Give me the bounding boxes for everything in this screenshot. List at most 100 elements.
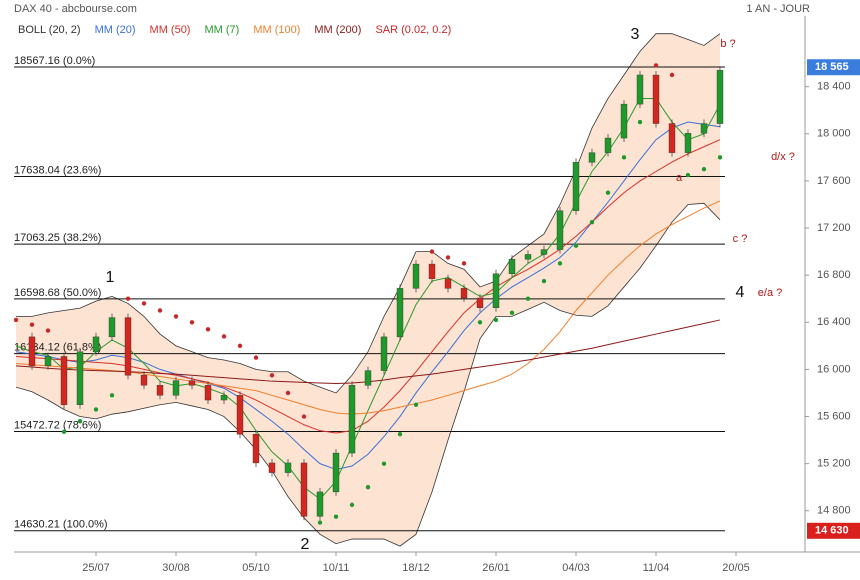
sar-dot	[685, 172, 691, 178]
price-bar	[540, 249, 548, 255]
bollinger-fill	[16, 33, 720, 547]
price-bar	[284, 462, 292, 473]
y-tick-label: 16 800	[817, 269, 851, 281]
x-tick-label: 04/03	[562, 562, 590, 574]
price-bar	[620, 103, 628, 139]
sar-dot	[525, 296, 531, 301]
sar-dot	[541, 278, 547, 284]
sar-dot	[61, 429, 67, 435]
legend-entry: MM (7)	[204, 24, 239, 36]
sar-dot	[237, 343, 243, 349]
price-bar	[60, 356, 68, 405]
sar-dot	[93, 407, 99, 412]
sar-dot	[653, 63, 659, 68]
legend-entry: MM (200)	[314, 24, 361, 36]
sar-dot	[701, 166, 707, 172]
price-bar	[508, 259, 516, 274]
fib-label: 17638.04 (23.6%)	[14, 164, 101, 176]
price-bar	[684, 133, 692, 153]
sar-dot	[29, 322, 35, 327]
sar-dot	[141, 301, 147, 306]
sar-dot	[589, 219, 595, 225]
legend-entry: MM (50)	[150, 24, 191, 36]
period: 1 AN - JOUR	[746, 3, 810, 15]
sar-dot	[669, 72, 675, 78]
price-bar	[604, 137, 612, 153]
price-bar	[396, 288, 404, 338]
sar-dot	[205, 327, 211, 332]
x-tick-label: 11/04	[643, 562, 670, 574]
wave-label: 4	[736, 284, 745, 301]
moving-average	[15, 121, 721, 471]
price-bar	[44, 356, 52, 367]
price-bar	[700, 123, 708, 134]
price-bar	[428, 263, 436, 279]
sar-dot	[445, 255, 451, 260]
price-bar	[380, 336, 388, 371]
x-tick-label: 20/05	[722, 562, 750, 574]
price-bar	[348, 385, 356, 454]
y-tick-label: 14 800	[817, 505, 851, 517]
fib-label: 14630.21 (100.0%)	[14, 519, 108, 531]
price-bar	[636, 74, 644, 105]
sar-dot	[269, 373, 275, 378]
price-bar	[412, 263, 420, 289]
price-bar	[28, 336, 36, 367]
price-bar	[156, 385, 164, 396]
chart-title: DAX 40 - abcbourse.com	[14, 3, 137, 15]
sar-dot	[125, 296, 131, 301]
price-bar	[588, 152, 596, 163]
price-bar	[220, 395, 228, 401]
fib-label: 17063.25 (38.2%)	[14, 232, 101, 244]
sar-dot	[333, 514, 339, 519]
sar-dot	[365, 485, 371, 490]
x-tick-label: 25/07	[82, 562, 110, 574]
x-tick-label: 05/10	[242, 562, 270, 574]
price-bar	[92, 336, 100, 352]
price-bar	[556, 210, 564, 250]
x-tick-label: 30/08	[162, 562, 190, 574]
sar-dot	[621, 155, 627, 160]
price-bar	[124, 317, 132, 376]
sar-dot	[13, 317, 19, 323]
sar-dot	[573, 243, 579, 248]
x-tick-label: 10/11	[323, 562, 350, 574]
price-bar	[668, 123, 676, 153]
sar-dot	[429, 249, 435, 254]
fib-label: 18567.16 (0.0%)	[14, 55, 95, 67]
legend-entry: MM (20)	[95, 24, 136, 36]
y-tick-label: 15 600	[817, 410, 851, 422]
sar-dot	[605, 190, 611, 195]
sar-dot	[717, 155, 723, 160]
price-bar	[252, 433, 260, 464]
price-bar	[492, 273, 500, 308]
x-tick-label: 26/01	[482, 562, 510, 574]
moving-average	[15, 139, 721, 434]
legend-entry: MM (100)	[253, 24, 300, 36]
price-bar	[652, 74, 660, 124]
moving-average	[15, 200, 721, 415]
y-tick-label: 16 400	[817, 316, 851, 328]
sar-dot	[461, 261, 467, 266]
price-bar	[572, 162, 580, 211]
sar-dot	[45, 328, 51, 333]
price-bar	[300, 462, 308, 517]
price-bar	[364, 370, 372, 386]
price-bar	[76, 351, 84, 405]
sar-dot	[477, 320, 483, 325]
price-bar	[524, 254, 532, 260]
wave-label: d/x ?	[771, 151, 795, 163]
price-marker	[807, 522, 860, 539]
price-marker-label: 14 630	[815, 525, 849, 537]
y-tick-label: 17 200	[817, 222, 851, 234]
legend-entry: BOLL (20, 2)	[18, 24, 81, 36]
price-bar	[140, 375, 148, 386]
price-bar	[476, 297, 484, 308]
price-bar	[316, 491, 324, 517]
price-bar	[460, 288, 468, 299]
price-bar	[716, 69, 724, 124]
x-tick-label: 18/12	[402, 562, 430, 574]
price-bar	[236, 395, 244, 435]
sar-dot	[557, 261, 563, 266]
